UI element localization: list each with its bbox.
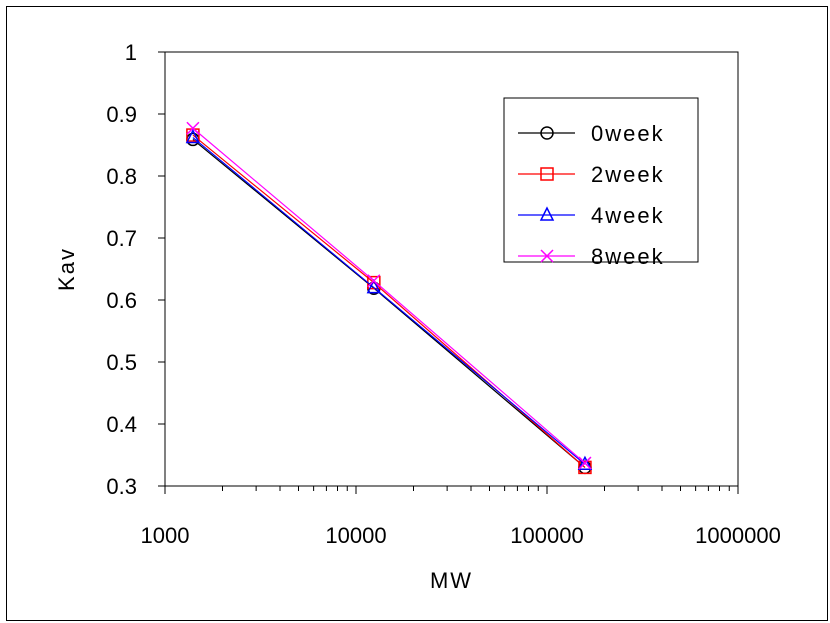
x-tick-label: 1000 <box>141 523 190 548</box>
series-4week <box>185 128 593 471</box>
y-tick-label: 0.9 <box>106 102 137 127</box>
legend-item-8week: 8week <box>518 244 665 269</box>
legend-label: 4week <box>591 203 665 228</box>
data-point <box>366 278 382 294</box>
legend-label: 8week <box>591 244 665 269</box>
x-minor-ticks <box>221 486 730 491</box>
x-axis-ticks: 1000 10000 100000 1000000 <box>141 486 781 548</box>
y-axis-ticks: 0.3 0.4 0.5 0.6 0.7 0.8 0.9 1 <box>106 40 165 499</box>
y-tick-label: 0.3 <box>106 474 137 499</box>
series-line <box>192 137 586 465</box>
y-axis-title: Kav <box>54 247 79 291</box>
x-tick-label: 1000000 <box>695 523 781 548</box>
legend-label: 2week <box>591 162 665 187</box>
data-point <box>185 128 201 144</box>
legend-label: 0week <box>591 121 665 146</box>
legend-marker <box>540 167 554 181</box>
data-point <box>578 456 592 470</box>
x-tick-label: 100000 <box>510 523 583 548</box>
y-tick-label: 0.7 <box>106 226 137 251</box>
y-tick-label: 0.8 <box>106 164 137 189</box>
data-point <box>367 274 381 288</box>
data-point <box>577 455 593 471</box>
y-tick-label: 0.5 <box>106 350 137 375</box>
legend-marker <box>540 126 554 140</box>
data-point <box>578 460 592 475</box>
legend-marker <box>539 206 555 221</box>
y-tick-label: 0.4 <box>106 412 137 437</box>
legend-marker <box>540 249 554 263</box>
y-tick-label: 1 <box>125 40 137 65</box>
legend: 0week 2week 4week 8week <box>503 97 699 269</box>
legend-item-4week: 4week <box>518 203 665 228</box>
series-8week <box>186 121 592 470</box>
data-point <box>186 121 200 135</box>
series-layer <box>185 121 593 475</box>
legend-box <box>503 97 699 263</box>
x-tick-label: 10000 <box>325 523 386 548</box>
x-axis-title: MW <box>430 568 473 593</box>
legend-item-2week: 2week <box>518 162 665 187</box>
y-tick-label: 0.6 <box>106 288 137 313</box>
legend-item-0week: 0week <box>518 121 665 146</box>
